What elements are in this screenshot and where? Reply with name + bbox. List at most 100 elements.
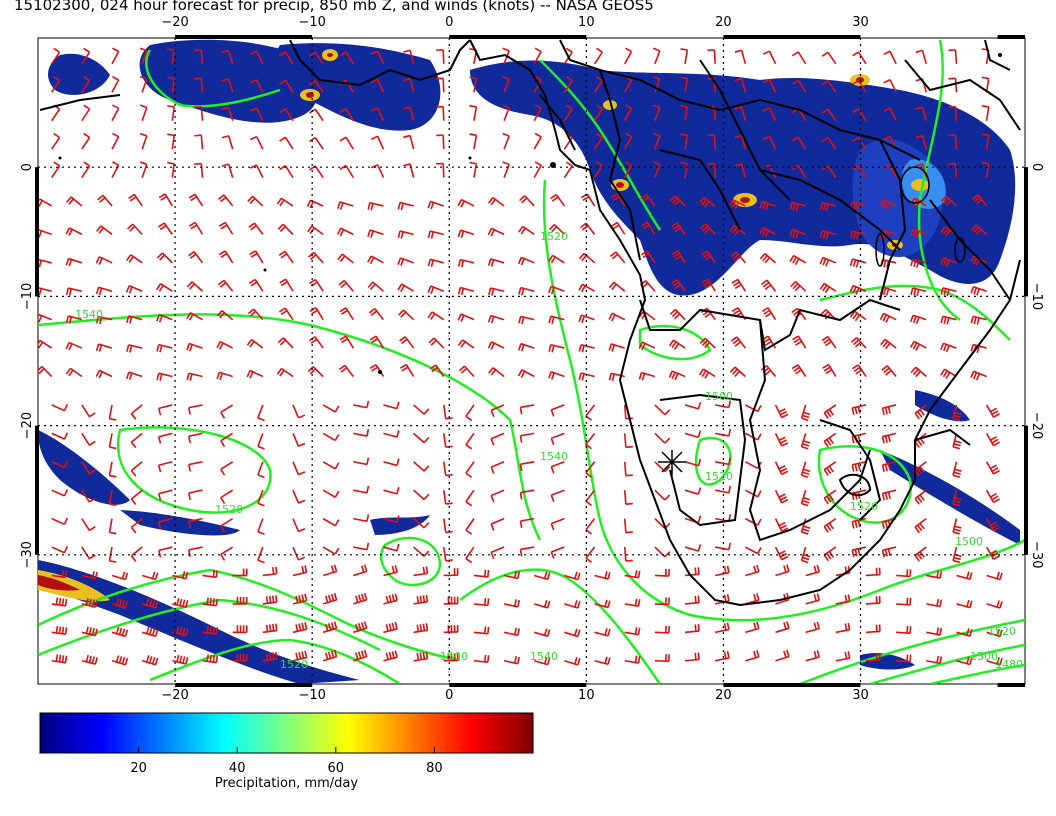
wind-barb xyxy=(309,80,324,93)
wind-barb xyxy=(130,404,143,420)
border-bar xyxy=(175,683,313,687)
wind-barb xyxy=(383,593,398,605)
wind-barb xyxy=(308,251,324,264)
wind-barb xyxy=(952,490,962,507)
wind-barb xyxy=(823,461,837,476)
wind-barb xyxy=(490,461,505,474)
wind-barb xyxy=(194,134,204,150)
wind-barb xyxy=(257,489,265,507)
wind-barb xyxy=(443,624,459,634)
wind-barb xyxy=(910,314,927,325)
wind-barb xyxy=(487,314,505,324)
wind-barb xyxy=(156,283,173,292)
wind-barb xyxy=(940,315,957,325)
wind-barb xyxy=(502,75,510,93)
wind-barb xyxy=(821,136,837,150)
wind-barb xyxy=(564,600,581,609)
border-bar xyxy=(449,683,587,687)
border-bar xyxy=(997,683,1025,687)
colorbar: 20 40 60 80 xyxy=(39,712,534,776)
wind-barb xyxy=(518,315,535,325)
wind-barb xyxy=(533,161,542,178)
wind-barb xyxy=(883,50,897,65)
wind-barb xyxy=(277,337,294,349)
wind-barb xyxy=(948,77,958,93)
border-bar xyxy=(1024,167,1028,297)
wind-barb xyxy=(734,163,747,178)
wind-barb xyxy=(111,598,129,609)
wind-barb xyxy=(249,107,264,122)
wind-barb xyxy=(51,625,68,636)
wind-barb xyxy=(624,104,633,122)
wind-barb xyxy=(108,461,117,478)
wind-barb xyxy=(108,518,117,535)
wind-barb xyxy=(111,132,120,150)
wind-barb xyxy=(669,195,686,207)
wind-barb xyxy=(533,75,542,93)
wind-barb xyxy=(684,624,700,634)
wind-barb xyxy=(353,542,370,551)
contour-label: 1480 xyxy=(995,658,1023,671)
wind-barb xyxy=(652,132,661,150)
wind-barb xyxy=(610,221,626,235)
wind-barb xyxy=(108,490,117,507)
wind-barb xyxy=(851,404,867,415)
wind-barb xyxy=(465,432,475,450)
lon-tick-label-top: −10 xyxy=(298,15,325,30)
wind-barb xyxy=(353,457,370,466)
wind-barb xyxy=(218,250,234,264)
wind-barb xyxy=(909,340,927,351)
wind-barb xyxy=(158,222,173,235)
lat-tick-label-right: −10 xyxy=(1029,283,1044,310)
wind-barb xyxy=(81,546,96,560)
wind-barb xyxy=(413,594,429,605)
wind-barb xyxy=(731,278,747,292)
wind-barb xyxy=(158,489,173,501)
wind-barb xyxy=(715,428,732,437)
wind-barb xyxy=(126,254,143,264)
wind-barb xyxy=(51,460,69,469)
wind-barb xyxy=(760,279,777,292)
wind-barb xyxy=(353,649,368,662)
wind-barb xyxy=(442,404,453,420)
wind-barb xyxy=(469,161,478,178)
wind-barb xyxy=(487,341,505,350)
wind-barb xyxy=(774,546,789,561)
wind-barb xyxy=(823,432,837,448)
wind-barb xyxy=(823,489,837,505)
wind-barb xyxy=(914,404,927,420)
wind-barb xyxy=(172,571,189,580)
wind-barb xyxy=(519,404,535,415)
wind-barb xyxy=(850,337,867,349)
wind-barb xyxy=(436,162,445,178)
wind-barb xyxy=(981,161,990,178)
wind-barb xyxy=(436,134,445,150)
wind-barb xyxy=(502,104,510,121)
wind-barb xyxy=(985,518,1000,532)
wind-barb xyxy=(986,571,1003,581)
wind-barb xyxy=(309,51,324,65)
wind-barb xyxy=(883,78,897,93)
wind-barb xyxy=(774,461,789,476)
wind-barb xyxy=(624,132,633,150)
wind-barb xyxy=(111,47,120,65)
wind-barb xyxy=(503,570,521,580)
wind-barb xyxy=(865,624,881,634)
wind-barb xyxy=(502,161,510,178)
wind-barb xyxy=(367,229,384,238)
wind-barb xyxy=(985,404,1000,418)
wind-barb xyxy=(914,517,927,534)
wind-barb xyxy=(65,367,83,378)
wind-barb xyxy=(585,461,596,478)
wind-barb xyxy=(457,286,475,296)
wind-barb xyxy=(156,313,173,323)
wind-barb xyxy=(436,77,445,93)
lon-tick-label-bottom: 0 xyxy=(445,688,453,703)
wind-barb xyxy=(956,571,973,580)
contour-label: 1500 xyxy=(955,535,983,548)
wind-barb xyxy=(51,546,69,554)
wind-barb xyxy=(805,621,820,634)
wind-barb xyxy=(715,400,732,409)
wind-barb xyxy=(800,433,811,450)
wind-barb xyxy=(249,50,264,65)
